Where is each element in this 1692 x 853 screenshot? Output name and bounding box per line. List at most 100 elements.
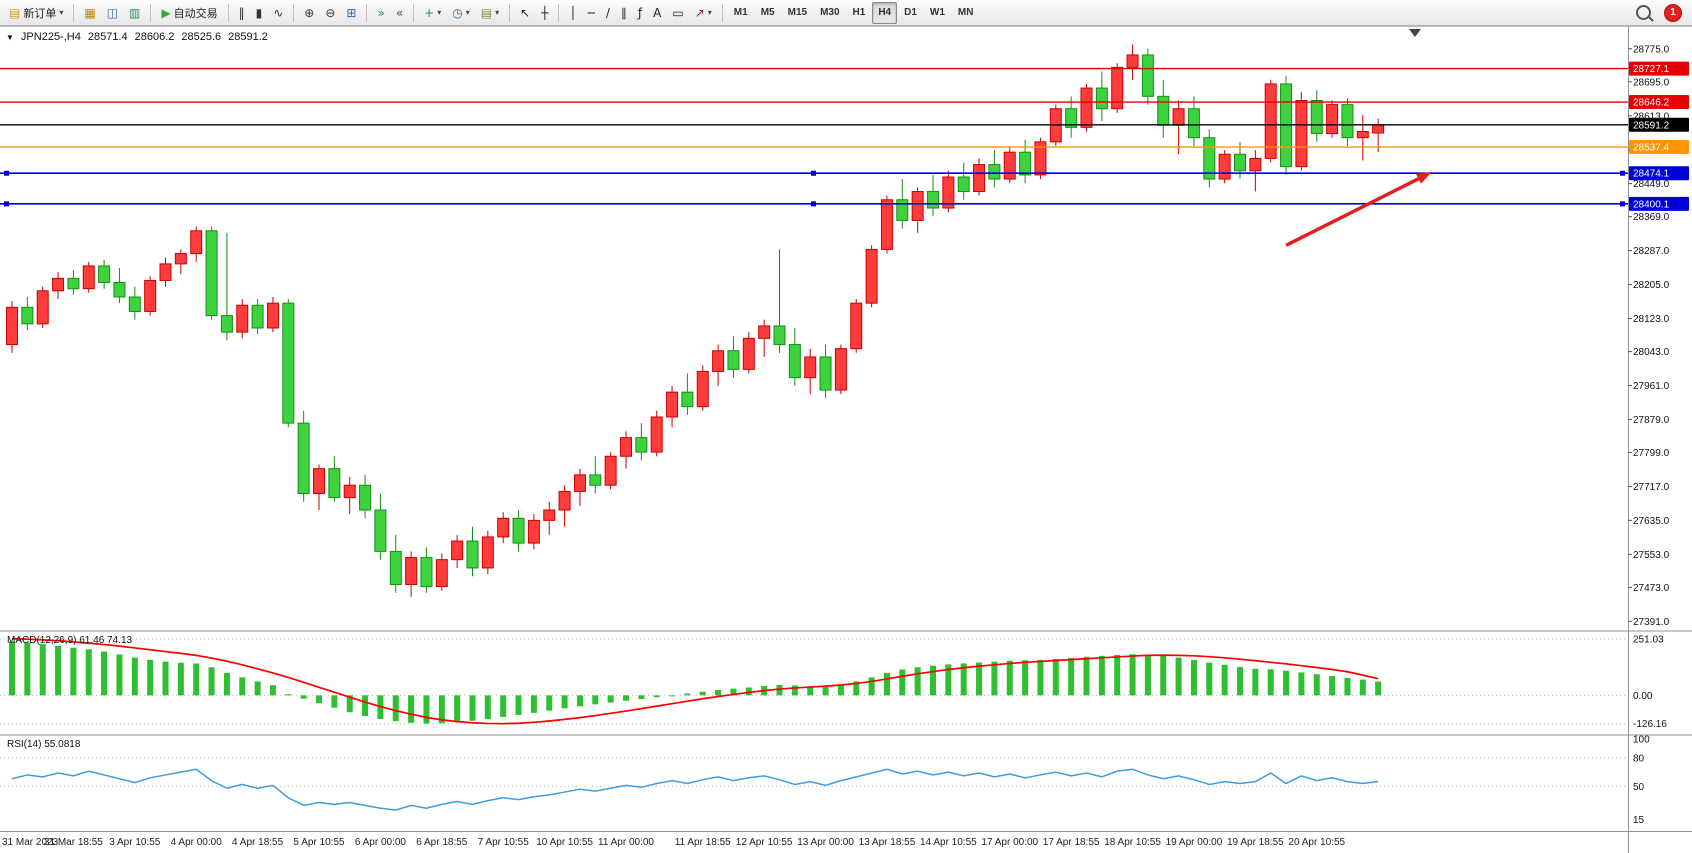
chart-ohlc-header: ▼ JPN225-,H4 28571.4 28606.2 28525.6 285…: [6, 31, 268, 43]
line-handle[interactable]: [811, 170, 816, 176]
macd-histogram-bar: [607, 695, 614, 703]
timeframe-button-m5[interactable]: M5: [760, 7, 775, 18]
tile-windows-button[interactable]: ⊞: [341, 2, 361, 24]
label-button[interactable]: ▭: [667, 2, 688, 24]
timeframe-button-m30[interactable]: M30: [820, 7, 840, 18]
bar-chart-button[interactable]: ‖: [234, 2, 250, 24]
macd-histogram-bar: [960, 663, 967, 696]
candle-body: [758, 325, 771, 339]
candle-body: [389, 550, 402, 585]
templates-button[interactable]: ▤ ▾: [476, 2, 504, 24]
auto-scroll-button[interactable]: »: [372, 2, 389, 24]
candle-body: [1003, 151, 1016, 180]
time-axis-label: 4 Apr 18:55: [232, 837, 284, 848]
crosshair-button[interactable]: ┼: [536, 2, 553, 24]
candle-body: [313, 468, 325, 494]
toolbar-group-timeframes: M1 M5 M15 M30 H1 H4 D1 W1 MN: [728, 1, 980, 24]
candle-body: [988, 164, 1001, 180]
macd-histogram-bar: [684, 693, 691, 696]
macd-histogram-bar: [1375, 681, 1382, 696]
fibonacci-button[interactable]: ƒ: [633, 2, 647, 24]
macd-histogram-bar: [883, 672, 890, 696]
chart-shift-marker[interactable]: [1409, 29, 1421, 37]
macd-signal-line: [11, 637, 1379, 725]
time-axis-label: 19 Apr 18:55: [1227, 837, 1284, 848]
line-chart-button[interactable]: ∿: [268, 2, 288, 24]
toolbar-separator: [293, 3, 295, 22]
rsi-scale-label: 50: [1633, 782, 1645, 793]
macd-histogram-bar: [515, 695, 522, 715]
line-handle[interactable]: [1620, 170, 1625, 176]
channel-button[interactable]: ∥: [616, 2, 632, 24]
trend-arrow-line[interactable]: [1285, 177, 1420, 247]
line-handle[interactable]: [811, 201, 816, 207]
auto-trading-button[interactable]: ▶ 自动交易: [156, 2, 222, 24]
timeframe-button-d1[interactable]: D1: [904, 7, 917, 18]
timeframe-button-w1[interactable]: W1: [929, 7, 945, 18]
navigator-button[interactable]: ◫: [102, 2, 123, 24]
chart-shift-button[interactable]: «: [391, 2, 408, 24]
timeframe-button-mn[interactable]: MN: [957, 7, 974, 18]
macd-histogram-bar: [530, 695, 537, 713]
horizontal-line-button[interactable]: ─: [583, 2, 600, 24]
search-button[interactable]: [1631, 2, 1656, 24]
macd-histogram-bar: [576, 695, 583, 707]
candle-body: [1172, 108, 1185, 126]
arrows-button[interactable]: ↗ ▾: [690, 2, 717, 24]
price-badge-label: 28646.2: [1633, 98, 1670, 109]
periods-button[interactable]: ◷ ▾: [447, 2, 475, 24]
auto-trading-icon: ▶: [161, 5, 171, 20]
time-axis-label: 13 Apr 00:00: [797, 837, 854, 848]
timeframe-button-m1[interactable]: M1: [733, 7, 748, 18]
macd-histogram-bar: [1052, 658, 1059, 696]
line-handle[interactable]: [1620, 201, 1625, 207]
candle-body: [1126, 54, 1139, 68]
macd-scale-label: 0.00: [1633, 691, 1653, 702]
zoom-in-button[interactable]: ⊕: [299, 2, 319, 24]
vertical-line-button[interactable]: │: [564, 2, 581, 24]
macd-histogram-bar: [945, 664, 952, 696]
candle-body: [497, 517, 510, 538]
timeframe-button-h4[interactable]: H4: [872, 1, 898, 24]
trend-arrow-head[interactable]: [1416, 172, 1432, 184]
collapse-icon[interactable]: ▼: [6, 32, 14, 42]
candle-body: [67, 277, 80, 290]
candle-body: [927, 190, 939, 209]
arrows-icon: ↗: [694, 5, 705, 20]
candle-body: [666, 391, 679, 418]
candle-body: [1310, 99, 1323, 135]
market-watch-button[interactable]: ▦: [79, 2, 100, 24]
notification-badge[interactable]: 1: [1664, 3, 1682, 22]
candle-body: [98, 265, 111, 283]
candle-body: [604, 455, 617, 486]
macd-histogram-bar: [807, 686, 814, 696]
candle-body: [328, 468, 341, 499]
trendline-button[interactable]: /: [601, 2, 615, 24]
line-handle[interactable]: [4, 201, 9, 207]
macd-histogram-bar: [991, 661, 998, 696]
timeframe-button-m15[interactable]: M15: [787, 7, 808, 18]
macd-indicator-label: MACD(12,26,9) 61.46 74.13: [7, 635, 133, 646]
timeframe-button-h1[interactable]: H1: [852, 7, 866, 18]
candle-body: [251, 304, 264, 329]
macd-histogram-bar: [408, 695, 415, 723]
terminal-button[interactable]: ▥: [124, 2, 145, 24]
rsi-scale: 100 80 50 15: [0, 734, 1650, 826]
cursor-button[interactable]: ↖: [515, 2, 535, 24]
candle-body: [1326, 104, 1339, 135]
new-order-button[interactable]: ▤ 新订单 ▾: [4, 2, 68, 24]
indicators-button[interactable]: + ▾: [419, 2, 446, 24]
time-axis-label: 4 Apr 00:00: [171, 837, 223, 848]
candle-body: [52, 277, 65, 292]
macd-histogram-bar: [853, 681, 860, 696]
text-button[interactable]: A: [648, 2, 666, 24]
candlestick-button[interactable]: ▮: [251, 2, 268, 24]
line-handle[interactable]: [4, 170, 9, 176]
macd-histogram-bar: [1114, 654, 1121, 696]
bar-chart-icon: ‖: [238, 5, 245, 20]
macd-histogram-bar: [899, 669, 906, 696]
new-order-button-label: 新订单: [23, 7, 57, 20]
candlestick-icon: ▮: [255, 5, 263, 20]
zoom-out-button[interactable]: ⊖: [320, 2, 340, 24]
